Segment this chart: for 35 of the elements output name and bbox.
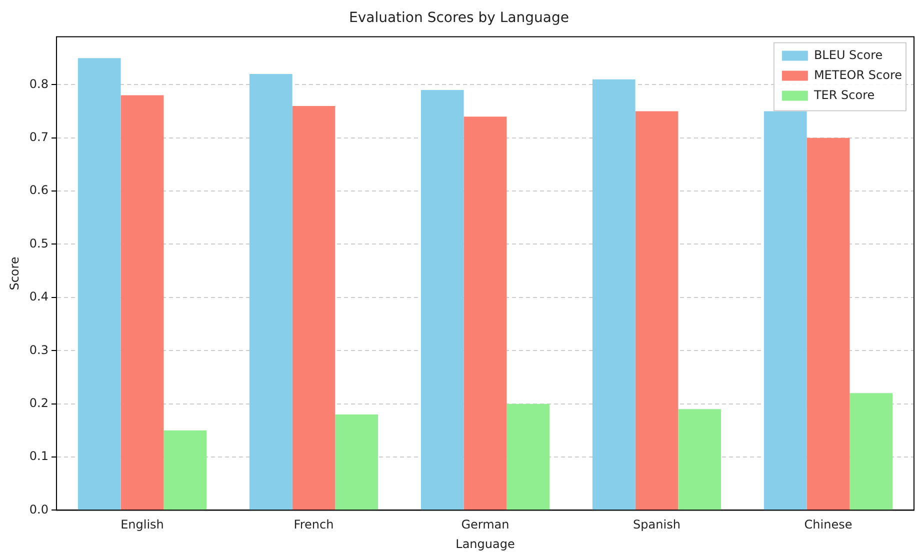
x-tick-label: German [461,518,510,532]
bar [249,74,292,510]
bar [78,58,121,510]
y-axis-title: Score [7,256,22,290]
legend-label: TER Score [812,88,875,102]
y-tick-label: 0.1 [29,449,48,464]
y-tick-label: 0.6 [29,183,48,198]
x-tick-label: Chinese [804,518,852,532]
y-tick-label: 0.2 [29,396,48,410]
x-axis-title: Language [456,536,515,551]
y-tick-label: 0.3 [29,342,48,357]
x-tick-label: Spanish [633,518,680,532]
bar [164,430,207,510]
chart-title: Evaluation Scores by Language [349,10,569,26]
bar [635,111,678,510]
bar [506,404,550,510]
y-tick-label: 0.7 [29,130,48,144]
x-tick-label: English [120,518,164,532]
bar [120,95,164,510]
y-tick-label: 0.0 [29,502,48,516]
bar [678,409,722,510]
y-tick-label: 0.8 [29,76,48,91]
bar [464,116,507,510]
bar [292,106,336,510]
bar [850,393,893,510]
legend-label: METEOR Score [814,68,902,82]
legend-label: BLEU Score [814,48,883,62]
x-tick-label: French [294,518,334,532]
bar [335,414,378,510]
bar [420,90,464,510]
y-tick-label: 0.4 [29,290,48,304]
y-tick-label: 0.5 [29,236,48,250]
bar [806,138,850,510]
bar [764,111,807,510]
bar [592,79,636,510]
